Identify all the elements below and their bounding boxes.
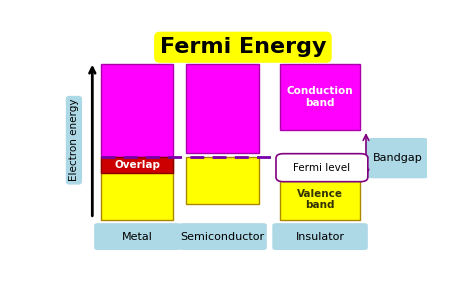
Bar <box>280 64 360 130</box>
Text: Valence
band: Valence band <box>297 189 343 210</box>
Text: Fermi Energy: Fermi Energy <box>160 37 326 57</box>
Bar <box>101 64 173 157</box>
Bar <box>280 180 360 220</box>
Text: Bandgap: Bandgap <box>373 153 423 163</box>
Text: Metal: Metal <box>122 232 153 242</box>
FancyBboxPatch shape <box>272 223 368 250</box>
Text: Semiconductor: Semiconductor <box>181 232 265 242</box>
FancyBboxPatch shape <box>366 138 430 178</box>
Text: Fermi level: Fermi level <box>293 163 350 173</box>
Text: Electron energy: Electron energy <box>69 99 79 182</box>
FancyBboxPatch shape <box>276 154 368 182</box>
Bar <box>186 157 259 204</box>
Text: Overlap: Overlap <box>114 160 160 170</box>
FancyBboxPatch shape <box>179 223 267 250</box>
Text: Insulator: Insulator <box>296 232 345 242</box>
FancyBboxPatch shape <box>94 223 181 250</box>
Bar <box>186 64 259 152</box>
Text: Conduction
band: Conduction band <box>287 86 354 108</box>
Bar <box>101 157 173 173</box>
Bar <box>101 157 173 220</box>
